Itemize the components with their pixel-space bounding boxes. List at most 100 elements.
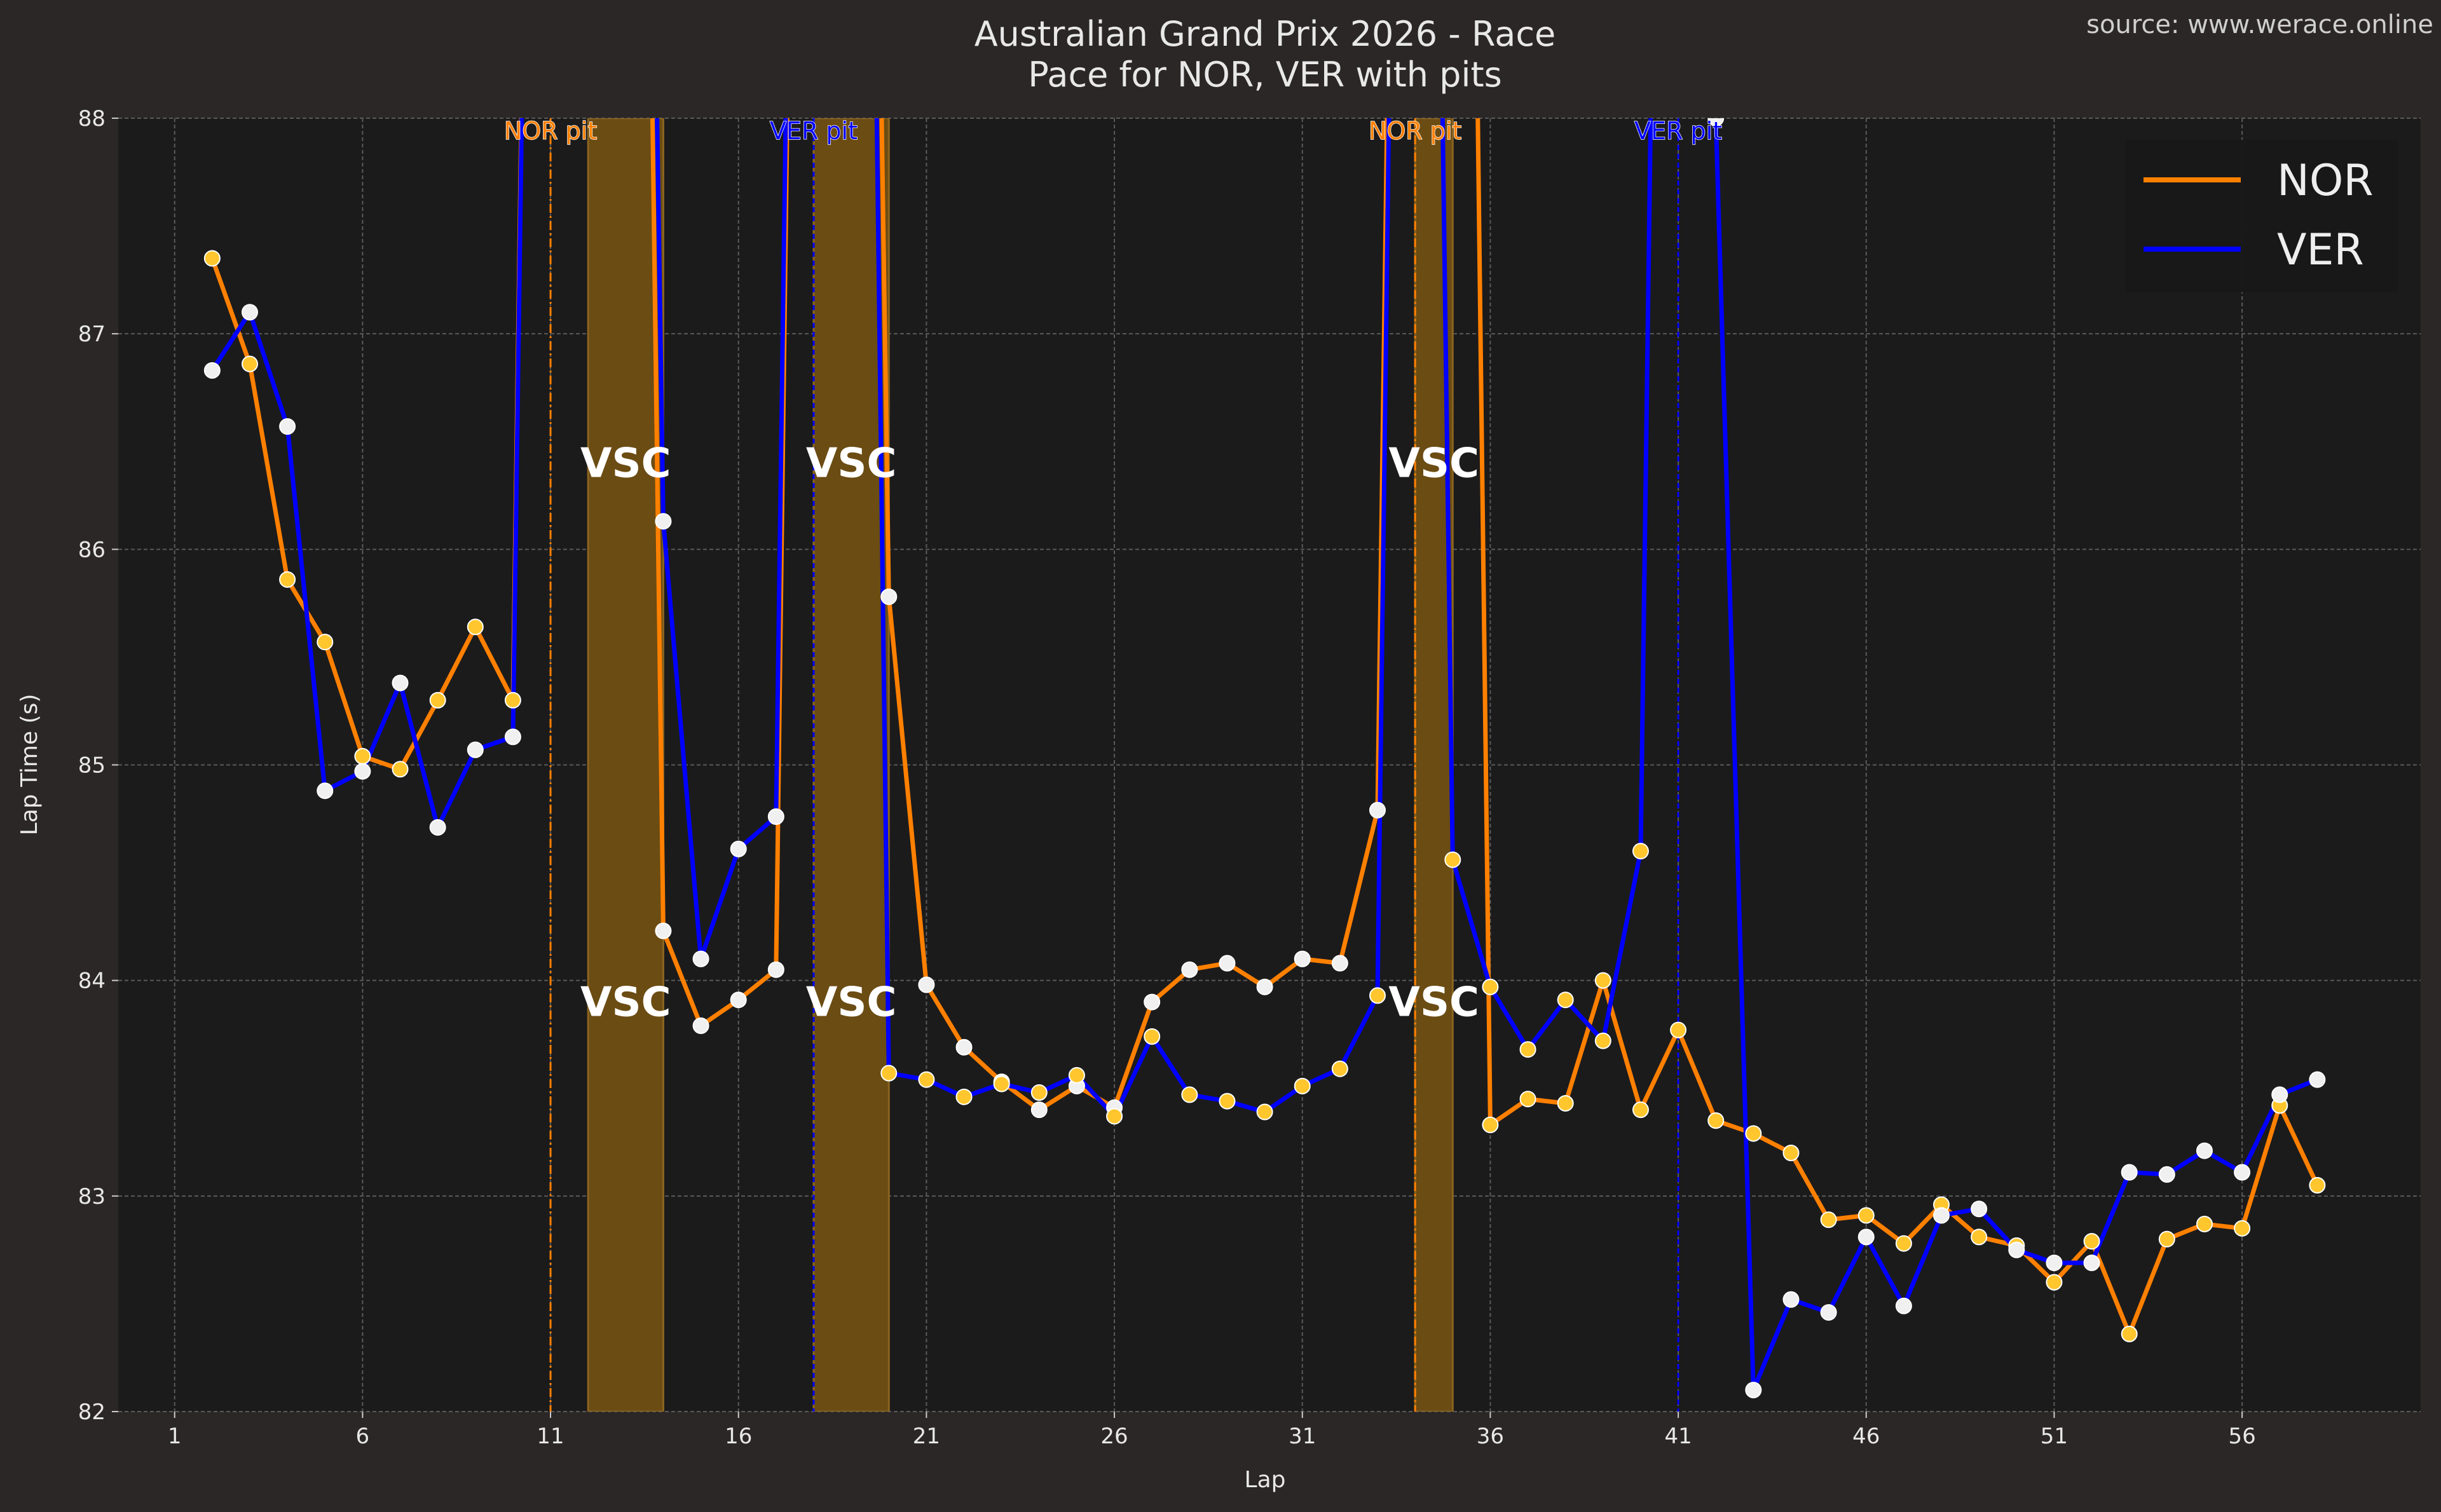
annotations: VSC VSC VSC VSC VSC VSC NOR pit VER pit NOR pit V…: [503, 116, 1723, 1026]
vsc-label: VSC: [580, 979, 671, 1026]
chart-title: Australian Grand Prix 2026 - Race: [974, 14, 1556, 54]
data-point-nor: [1181, 961, 1198, 978]
data-point-ver: [279, 418, 296, 435]
data-point-nor: [1219, 955, 1236, 972]
y-axis-label: Lap Time (s): [17, 694, 43, 836]
data-point-ver: [767, 808, 784, 825]
data-point-nor: [2083, 1233, 2100, 1250]
data-point-nor: [2196, 1215, 2213, 1232]
legend-label-nor: NOR: [2277, 156, 2374, 206]
data-point-ver: [1144, 1028, 1161, 1045]
data-point-nor: [880, 588, 898, 605]
data-point-ver: [241, 304, 258, 321]
data-point-nor: [1557, 1094, 1574, 1112]
x-tick-label: 21: [913, 1424, 940, 1449]
chart-subtitle: Pace for NOR, VER with pits: [1028, 55, 1502, 95]
x-tick-label: 31: [1289, 1424, 1316, 1449]
grid: [118, 118, 2421, 1412]
data-point-ver: [203, 362, 221, 379]
data-point-nor: [730, 991, 747, 1009]
data-point-nor: [2046, 1274, 2063, 1291]
data-point-ver: [1519, 1041, 1536, 1058]
data-point-nor: [392, 761, 409, 778]
vsc-bands: [587, 118, 1454, 1412]
y-tick-label: 84: [78, 969, 106, 994]
data-point-ver: [1256, 1103, 1273, 1120]
data-point-ver: [2309, 1071, 2326, 1088]
x-tick-label: 6: [356, 1424, 370, 1449]
data-point-ver: [655, 513, 672, 530]
data-point-ver: [1068, 1066, 1085, 1084]
vsc-label: VSC: [580, 440, 671, 487]
pit-label: VER pit: [770, 117, 858, 145]
data-point-nor: [955, 1039, 973, 1056]
data-point-nor: [1857, 1207, 1875, 1224]
x-tick-label: 51: [2041, 1424, 2068, 1449]
data-point-nor: [1482, 1116, 1499, 1133]
y-tick-label: 86: [78, 537, 106, 562]
x-tick-label: 41: [1664, 1424, 1692, 1449]
data-point-ver: [1444, 851, 1461, 868]
data-point-ver: [504, 728, 521, 746]
x-axis-label: Lap: [1245, 1467, 1286, 1493]
data-point-nor: [1632, 1101, 1649, 1119]
vsc-band: [587, 118, 664, 1412]
data-point-ver: [1557, 991, 1574, 1009]
data-point-nor: [354, 747, 371, 765]
data-point-nor: [1820, 1211, 1837, 1229]
data-point-nor: [1670, 1021, 1687, 1039]
data-point-ver: [2083, 1254, 2100, 1271]
data-point-ver: [918, 1071, 935, 1088]
pit-lines: [549, 118, 1679, 1412]
vsc-label: VSC: [806, 979, 897, 1026]
data-point-nor: [2234, 1220, 2251, 1237]
data-point-nor: [655, 922, 672, 939]
data-point-ver: [730, 840, 747, 857]
data-point-nor: [203, 250, 221, 267]
data-point-ver: [429, 819, 446, 836]
data-point-ver: [880, 1065, 898, 1082]
data-point-nor: [1782, 1145, 1800, 1161]
data-point-nor: [317, 634, 334, 651]
data-point-ver: [1219, 1093, 1236, 1110]
data-point-nor: [1594, 972, 1611, 989]
data-point-ver: [1933, 1207, 1950, 1224]
data-point-nor: [504, 691, 521, 709]
data-point-ver: [392, 674, 409, 691]
data-point-ver: [1594, 1032, 1611, 1049]
data-point-ver: [354, 763, 371, 780]
y-tick-label: 87: [78, 322, 106, 347]
data-point-ver: [2271, 1086, 2288, 1103]
data-point-nor: [767, 961, 784, 978]
y-tick-label: 82: [78, 1400, 106, 1425]
data-point-ver: [317, 782, 334, 800]
data-point-ver: [467, 741, 484, 758]
x-tick-label: 1: [168, 1424, 182, 1449]
legend: NOR VER: [2125, 140, 2398, 292]
data-point-nor: [2158, 1230, 2175, 1248]
data-point-ver: [1181, 1086, 1198, 1103]
data-point-ver: [2158, 1166, 2175, 1183]
data-point-ver: [1482, 978, 1499, 995]
vsc-label: VSC: [1388, 440, 1479, 487]
y-tick-label: 83: [78, 1184, 106, 1209]
source-label: source: www.werace.online: [2086, 10, 2433, 39]
x-tick-label: 16: [725, 1424, 752, 1449]
data-point-nor: [692, 1017, 709, 1034]
x-tick-label: 26: [1100, 1424, 1128, 1449]
data-point-nor: [429, 691, 446, 709]
pit-label: VER pit: [1634, 117, 1722, 145]
legend-box: [2125, 140, 2398, 292]
x-tick-label: 56: [2228, 1424, 2255, 1449]
y-tick-label: 88: [78, 106, 106, 132]
data-point-ver: [2196, 1142, 2213, 1159]
y-tick-label: 85: [78, 753, 106, 779]
data-point-ver: [1707, 118, 1725, 126]
data-point-nor: [1971, 1229, 1988, 1246]
data-point-nor: [1144, 993, 1161, 1011]
data-point-ver: [1331, 1060, 1348, 1077]
data-point-ver: [2008, 1241, 2025, 1258]
data-point-ver: [2121, 1164, 2138, 1181]
